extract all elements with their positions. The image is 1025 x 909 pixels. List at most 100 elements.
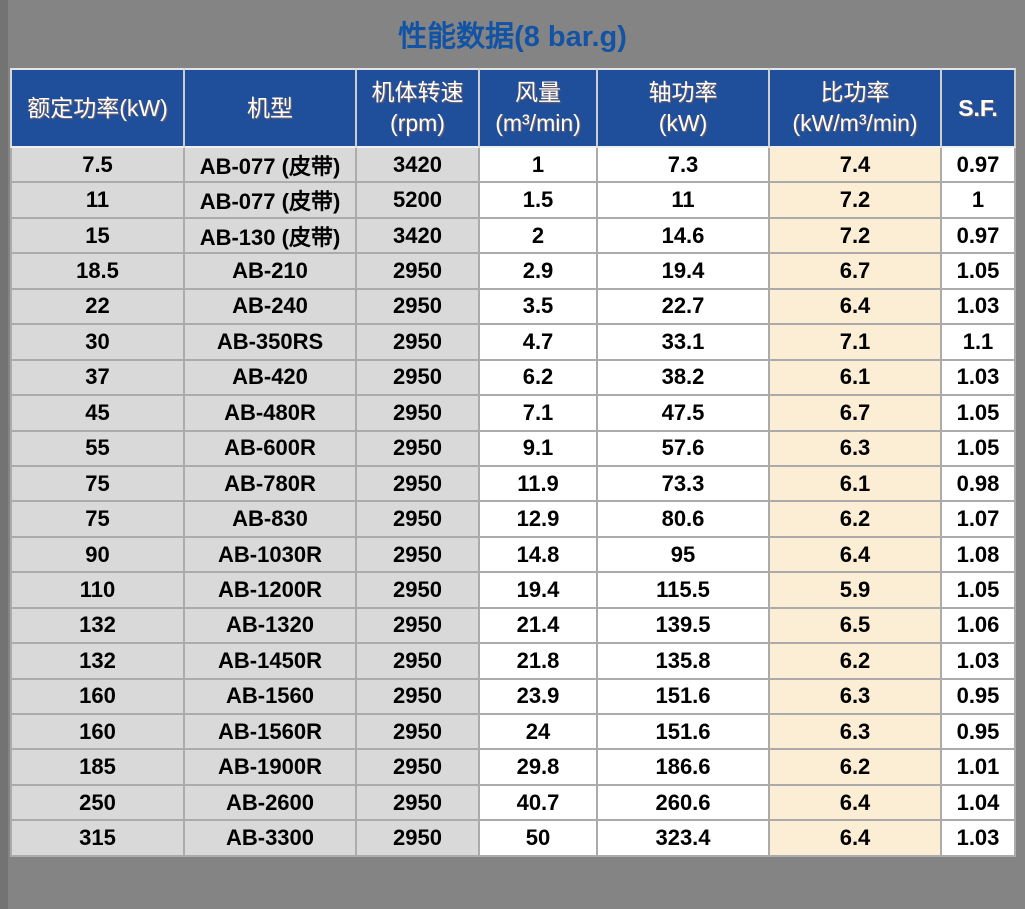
cell: 38.2 — [598, 360, 770, 397]
table-row: 30 AB-350RS 2950 4.7 33.1 7.1 1.1 — [10, 325, 1016, 361]
cell: 18.5 — [10, 254, 185, 290]
cell: 2.9 — [480, 254, 598, 290]
cell: AB-420 — [185, 360, 357, 397]
cell: 5200 — [357, 183, 480, 219]
slide-edge-strip — [0, 0, 8, 909]
table-row: 160 AB-1560R 2950 24 151.6 6.3 0.95 — [10, 715, 1016, 751]
cell: 33.1 — [598, 325, 770, 361]
cell: 1.04 — [942, 785, 1016, 822]
cell: 1 — [942, 183, 1016, 219]
cell: 7.3 — [598, 148, 770, 184]
cell: 2950 — [357, 785, 480, 822]
column-header: 风量 (m³/min) — [480, 68, 598, 148]
cell: 9.1 — [480, 431, 598, 467]
cell: 29.8 — [480, 750, 598, 786]
cell: 2950 — [357, 537, 480, 574]
table-row: 132 AB-1450R 2950 21.8 135.8 6.2 1.03 — [10, 644, 1016, 680]
cell: 1.03 — [942, 289, 1016, 326]
cell: 2950 — [357, 573, 480, 609]
cell: 2950 — [357, 679, 480, 715]
table-row: 45 AB-480R 2950 7.1 47.5 6.7 1.05 — [10, 396, 1016, 432]
cell: 1 — [480, 148, 598, 184]
cell: AB-2600 — [185, 785, 357, 822]
cell: 6.3 — [770, 679, 942, 715]
cell: 6.4 — [770, 785, 942, 822]
cell: 1.05 — [942, 573, 1016, 609]
cell: AB-1200R — [185, 573, 357, 609]
cell: 6.4 — [770, 537, 942, 574]
cell: 2950 — [357, 254, 480, 290]
cell: 1.05 — [942, 396, 1016, 432]
cell: 21.8 — [480, 644, 598, 680]
table-row: 132 AB-1320 2950 21.4 139.5 6.5 1.06 — [10, 608, 1016, 645]
cell: 132 — [10, 608, 185, 645]
cell: 160 — [10, 715, 185, 751]
cell: 57.6 — [598, 431, 770, 467]
cell: 14.6 — [598, 218, 770, 255]
cell: 151.6 — [598, 679, 770, 715]
cell: 22.7 — [598, 289, 770, 326]
cell: 37 — [10, 360, 185, 397]
cell: 7.1 — [770, 325, 942, 361]
cell: 151.6 — [598, 715, 770, 751]
table-row: 110 AB-1200R 2950 19.4 115.5 5.9 1.05 — [10, 573, 1016, 609]
cell: 2950 — [357, 502, 480, 538]
cell: 12.9 — [480, 502, 598, 538]
cell: 2950 — [357, 431, 480, 467]
cell: AB-480R — [185, 396, 357, 432]
cell: 2 — [480, 218, 598, 255]
cell: AB-350RS — [185, 325, 357, 361]
cell: AB-1030R — [185, 537, 357, 574]
column-header: S.F. — [942, 68, 1016, 148]
cell: 6.2 — [770, 502, 942, 538]
cell: 3.5 — [480, 289, 598, 326]
table-row: 315 AB-3300 2950 50 323.4 6.4 1.03 — [10, 821, 1016, 857]
cell: 2950 — [357, 821, 480, 857]
cell: 6.7 — [770, 254, 942, 290]
cell: 1.06 — [942, 608, 1016, 645]
cell: 2950 — [357, 608, 480, 645]
cell: 40.7 — [480, 785, 598, 822]
cell: 11 — [10, 183, 185, 219]
cell: 0.97 — [942, 218, 1016, 255]
cell: 7.2 — [770, 218, 942, 255]
cell: 2950 — [357, 644, 480, 680]
column-header: 比功率 (kW/m³/min) — [770, 68, 942, 148]
cell: 22 — [10, 289, 185, 326]
cell: 19.4 — [480, 573, 598, 609]
table-row: 75 AB-830 2950 12.9 80.6 6.2 1.07 — [10, 502, 1016, 538]
column-header: 轴功率 (kW) — [598, 68, 770, 148]
cell: 1.01 — [942, 750, 1016, 786]
table-row: 75 AB-780R 2950 11.9 73.3 6.1 0.98 — [10, 466, 1016, 503]
cell: AB-1900R — [185, 750, 357, 786]
cell: AB-600R — [185, 431, 357, 467]
table-row: 250 AB-2600 2950 40.7 260.6 6.4 1.04 — [10, 785, 1016, 822]
cell: 6.2 — [770, 644, 942, 680]
cell: 24 — [480, 715, 598, 751]
cell: 95 — [598, 537, 770, 574]
cell: 80.6 — [598, 502, 770, 538]
column-header: 额定功率(kW) — [10, 68, 185, 148]
cell: 135.8 — [598, 644, 770, 680]
cell: 50 — [480, 821, 598, 857]
cell: 6.1 — [770, 360, 942, 397]
cell: 7.1 — [480, 396, 598, 432]
cell: 160 — [10, 679, 185, 715]
cell: 5.9 — [770, 573, 942, 609]
cell: 19.4 — [598, 254, 770, 290]
cell: 139.5 — [598, 608, 770, 645]
cell: 260.6 — [598, 785, 770, 822]
cell: 132 — [10, 644, 185, 680]
cell: AB-240 — [185, 289, 357, 326]
cell: 2950 — [357, 289, 480, 326]
cell: 21.4 — [480, 608, 598, 645]
table-row: 37 AB-420 2950 6.2 38.2 6.1 1.03 — [10, 360, 1016, 397]
cell: AB-830 — [185, 502, 357, 538]
cell: 45 — [10, 396, 185, 432]
cell: 0.95 — [942, 715, 1016, 751]
cell: 11.9 — [480, 466, 598, 503]
cell: 115.5 — [598, 573, 770, 609]
cell: 1.07 — [942, 502, 1016, 538]
cell: 1.1 — [942, 325, 1016, 361]
cell: 250 — [10, 785, 185, 822]
